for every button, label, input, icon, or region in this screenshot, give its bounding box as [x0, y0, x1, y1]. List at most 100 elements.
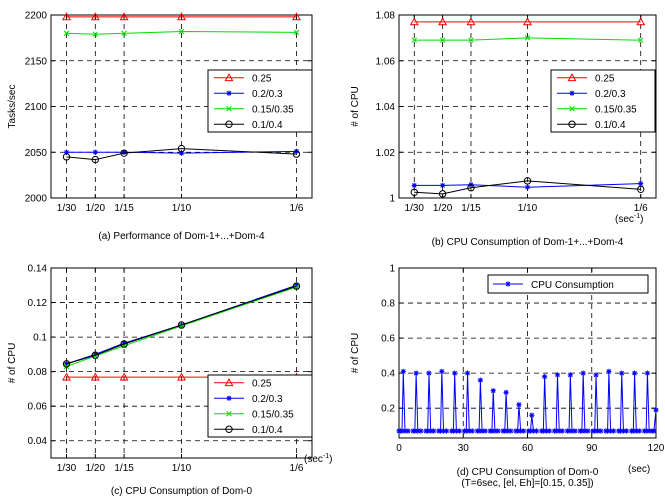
data-point [120, 340, 128, 348]
x-axis-label: (sec-1) [615, 213, 643, 225]
data-point [439, 37, 446, 43]
data-point [178, 28, 185, 35]
data-point [620, 428, 627, 434]
data-point [469, 428, 475, 434]
data-point [121, 30, 127, 37]
x-tick-label: 1/6 [290, 203, 304, 214]
y-tick-label: 1 [389, 194, 395, 205]
data-point [502, 428, 508, 434]
data-point [437, 428, 444, 434]
y-axis-label: Tasks/sec [7, 85, 18, 129]
data-point [598, 428, 604, 434]
data-point [177, 144, 186, 153]
data-point [489, 428, 495, 434]
data-point [482, 428, 488, 434]
data-point [638, 180, 644, 187]
data-point [119, 12, 129, 21]
series-line [66, 285, 297, 365]
legend-label: 0.25 [252, 73, 272, 84]
y-tick-label: 2150 [25, 56, 48, 67]
data-point [633, 428, 639, 434]
chart-b-cpu-dom1to4: 1/30 1/20 1/15 1/10 1/6 1 1.02 1.04 1.06 1.08 # of… [350, 11, 657, 248]
data-point [637, 185, 645, 194]
data-point [580, 370, 586, 376]
data-point [409, 17, 419, 26]
data-point [399, 428, 405, 434]
x-tick-label: 120 [648, 443, 665, 454]
y-axis-label: # of CPU [350, 333, 361, 374]
data-point [62, 153, 71, 161]
data-point [508, 428, 514, 434]
data-point [62, 12, 71, 21]
data-point [92, 31, 99, 37]
data-point [453, 428, 459, 434]
data-point [623, 428, 630, 434]
x-tick-label: 1/30 [57, 203, 77, 214]
data-point [533, 428, 540, 434]
data-point [177, 372, 186, 381]
data-point [62, 360, 71, 368]
data-point [418, 428, 424, 434]
data-point [177, 12, 186, 21]
data-point [651, 428, 657, 434]
chart-caption: (c) CPU Consumption of Dom-0 [111, 486, 253, 497]
legend-marker [225, 120, 233, 128]
data-point [559, 428, 565, 434]
chart-caption: (b) CPU Consumption of Dom-1+...+Dom-4 [432, 237, 624, 248]
y-tick-label: 2050 [25, 148, 48, 159]
data-point [477, 377, 483, 383]
legend-marker [226, 105, 232, 112]
data-point [619, 370, 625, 376]
y-axis-label: # of CPU [350, 86, 361, 127]
data-point [452, 370, 458, 376]
legend-label: 0.15/0.35 [252, 104, 294, 115]
x-tick-label: 1/10 [172, 463, 192, 474]
data-point [521, 428, 527, 434]
y-tick-label: 0.1 [33, 333, 47, 344]
data-point [529, 412, 535, 418]
data-point [415, 428, 421, 434]
data-point [643, 428, 649, 434]
legend-label: 0.2/0.3 [595, 89, 626, 100]
legend-label: 0.15/0.35 [252, 409, 294, 420]
x-axis-label: (sec) [628, 464, 650, 475]
data-point [592, 428, 598, 434]
chart-d-cpu-dom0-time: 0 30 60 90 120 0.2 0.4 0.6 0.8 1 # of CPU (sec) (d) … [350, 264, 665, 490]
data-point [546, 428, 552, 434]
data-point [90, 12, 100, 21]
data-point [523, 17, 532, 26]
data-point [543, 428, 549, 434]
data-point [443, 428, 450, 434]
chart-c-cpu-dom0: 1/30 1/20 1/15 1/10 1/6 0.04 0.06 0.08 0.1 0.12 0.… [7, 264, 332, 498]
legend-marker [224, 378, 234, 387]
data-point [466, 17, 476, 26]
data-point [412, 428, 418, 434]
x-tick-label: 90 [586, 443, 598, 454]
legend-label: 0.1/0.4 [595, 120, 626, 131]
x-tick-label: 30 [458, 443, 470, 454]
x-tick-label: 1/20 [433, 203, 453, 214]
data-point [527, 428, 534, 434]
data-point [630, 428, 636, 434]
data-point [542, 374, 548, 380]
legend-label: 0.25 [595, 73, 615, 84]
legend-marker [569, 105, 575, 112]
data-point [177, 321, 186, 329]
data-point [540, 428, 546, 434]
legend-box [487, 274, 649, 294]
x-tick-label: 1/15 [114, 203, 134, 214]
data-point [516, 402, 522, 408]
x-tick-label: 1/20 [86, 463, 106, 474]
data-point [440, 182, 446, 189]
data-point [293, 29, 300, 36]
data-point [503, 389, 509, 396]
y-tick-label: 0.14 [28, 264, 48, 275]
x-tick-label: 1/10 [518, 203, 538, 214]
y-tick-label: 0.4 [381, 369, 395, 380]
data-point [617, 428, 624, 434]
legend-label: CPU Consumption [531, 280, 614, 291]
data-point [490, 388, 496, 394]
legend-marker [224, 73, 234, 82]
data-point [492, 428, 498, 434]
data-point [119, 372, 129, 381]
